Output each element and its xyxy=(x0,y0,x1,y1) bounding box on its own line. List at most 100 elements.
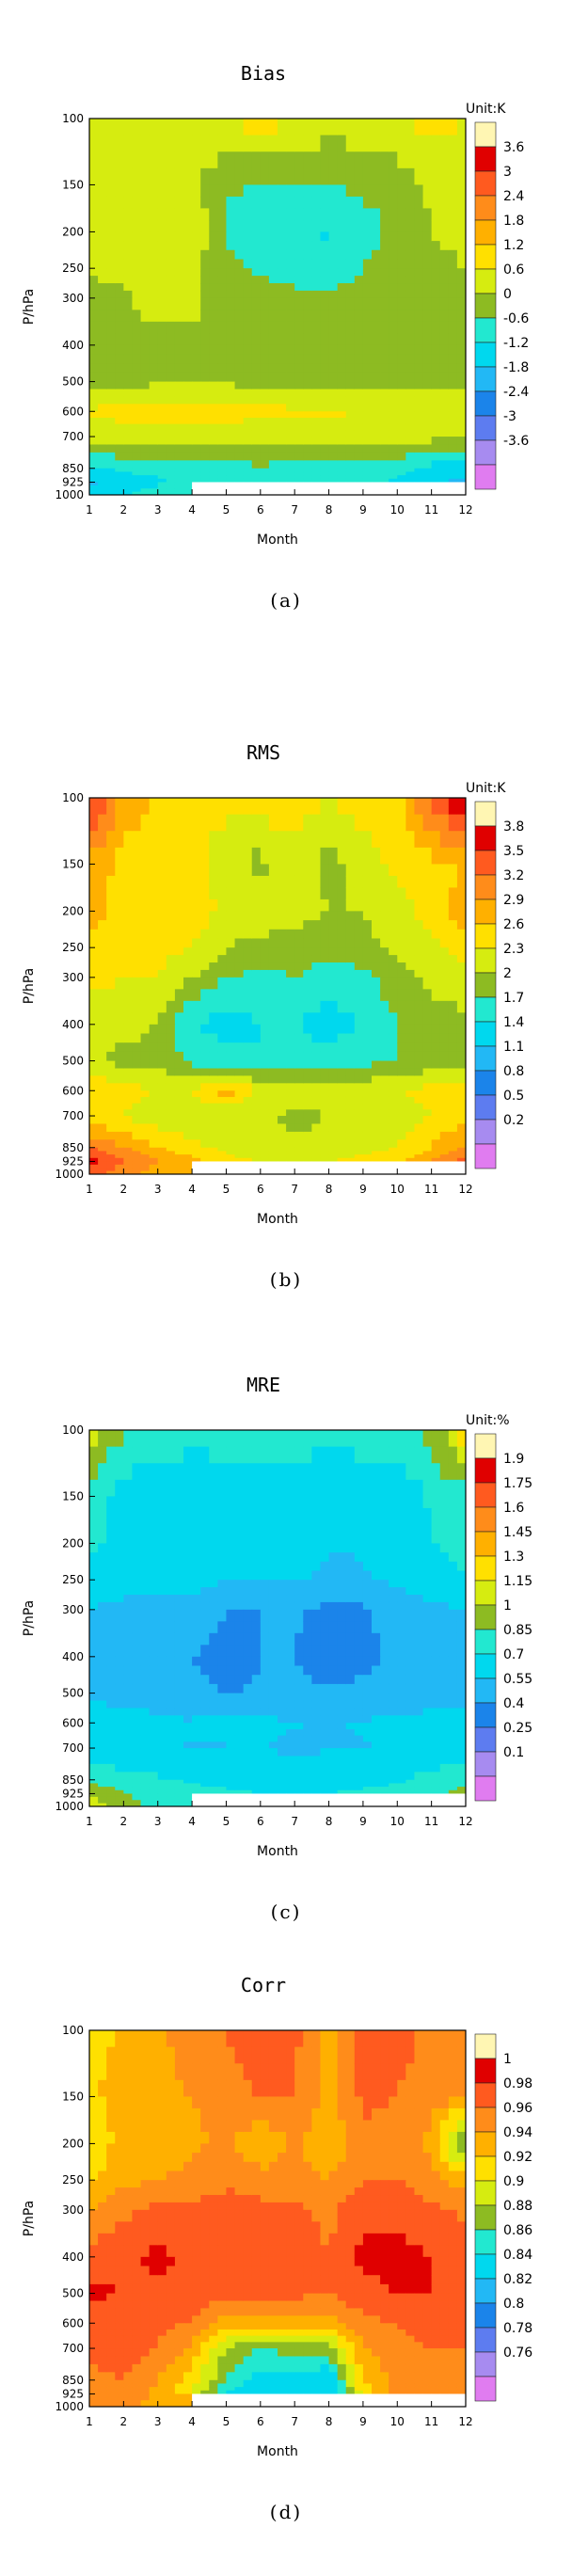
heatmap-cell xyxy=(329,1123,339,1132)
heatmap-cell xyxy=(311,1001,321,1013)
x-tick-label: 10 xyxy=(390,1183,405,1196)
heatmap-cell xyxy=(183,1480,193,1497)
heatmap-cell xyxy=(132,1496,141,1508)
heatmap-cell xyxy=(449,390,458,397)
heatmap-cell xyxy=(183,955,193,962)
heatmap-cell xyxy=(294,250,304,260)
heatmap-cell xyxy=(405,899,415,912)
heatmap-cell xyxy=(141,1684,151,1693)
heatmap-cell xyxy=(414,322,423,334)
heatmap-cell xyxy=(346,168,356,185)
heatmap-cell xyxy=(294,1025,304,1034)
heatmap-cell xyxy=(286,291,295,298)
heatmap-cell xyxy=(244,1042,253,1052)
heatmap-cell xyxy=(389,135,398,152)
heatmap-cell xyxy=(235,930,245,939)
heatmap-cell xyxy=(167,1025,176,1034)
heatmap-cell xyxy=(389,887,398,899)
heatmap-cell xyxy=(440,1158,450,1162)
heatmap-cell xyxy=(286,151,295,168)
heatmap-cell xyxy=(311,1012,321,1025)
heatmap-cell xyxy=(141,168,151,185)
heatmap-cell xyxy=(269,220,278,232)
heatmap-cell xyxy=(423,1519,433,1532)
heatmap-cell xyxy=(363,1168,373,1171)
heatmap-cell xyxy=(235,1158,245,1162)
heatmap-cell xyxy=(423,1587,433,1595)
heatmap-cell xyxy=(123,1587,133,1595)
heatmap-cell xyxy=(123,184,133,197)
heatmap-cell xyxy=(183,479,193,483)
heatmap-cell xyxy=(338,1508,347,1520)
heatmap-cell xyxy=(423,460,433,469)
heatmap-cell xyxy=(303,978,312,990)
heatmap-cell xyxy=(286,135,295,152)
heatmap-cell xyxy=(200,1610,210,1622)
heatmap-cell xyxy=(405,208,415,220)
heatmap-cell xyxy=(423,962,433,970)
heatmap-cell xyxy=(414,355,423,364)
heatmap-cell xyxy=(294,1480,304,1497)
heatmap-cell xyxy=(209,876,218,888)
heatmap-cell xyxy=(397,1602,406,1610)
heatmap-cell xyxy=(235,1061,245,1069)
heatmap-cell xyxy=(132,1602,141,1610)
heatmap-cell xyxy=(217,250,227,260)
heatmap-cell xyxy=(123,899,133,912)
heatmap-cell xyxy=(286,485,295,489)
heatmap-cell xyxy=(98,962,107,970)
heatmap-cell xyxy=(320,373,329,382)
heatmap-cell xyxy=(209,1034,218,1043)
heatmap-cell xyxy=(414,453,423,461)
heatmap-cell xyxy=(192,488,201,492)
heatmap-cell xyxy=(98,947,107,955)
heatmap-cell xyxy=(363,1161,373,1165)
legend-swatch xyxy=(475,1095,496,1120)
heatmap-cell xyxy=(235,815,245,832)
heatmap-cell xyxy=(457,1562,467,1571)
heatmap-cell xyxy=(389,1069,398,1076)
heatmap-cell xyxy=(449,469,458,472)
heatmap-cell xyxy=(320,1025,329,1034)
heatmap-cell xyxy=(397,283,406,291)
heatmap-cell xyxy=(363,151,373,168)
heatmap-cell xyxy=(89,1595,99,1602)
heatmap-cell xyxy=(414,482,423,485)
heatmap-cell xyxy=(217,947,227,955)
heatmap-cell xyxy=(269,1123,278,1132)
heatmap-cell xyxy=(440,259,450,268)
heatmap-cell xyxy=(150,460,159,469)
heatmap-cell xyxy=(158,1061,167,1069)
heatmap-cell xyxy=(397,151,406,168)
heatmap-cell xyxy=(303,1645,312,1657)
heatmap-cell xyxy=(192,1684,201,1693)
heatmap-cell xyxy=(115,1621,124,1633)
heatmap-cell xyxy=(235,1532,245,1544)
heatmap-cell xyxy=(286,373,295,382)
heatmap-cell xyxy=(294,291,304,298)
heatmap-cell xyxy=(346,1151,356,1154)
heatmap-cell xyxy=(98,363,107,373)
heatmap-cell xyxy=(175,899,184,912)
heatmap-cell xyxy=(363,437,373,445)
heatmap-cell xyxy=(200,276,210,283)
heatmap-cell xyxy=(440,424,450,431)
heatmap-cell xyxy=(294,1595,304,1602)
heatmap-cell xyxy=(320,1430,329,1447)
heatmap-cell xyxy=(167,1116,176,1124)
heatmap-cell xyxy=(338,1116,347,1124)
heatmap-cell xyxy=(252,411,262,418)
heatmap-cell xyxy=(329,864,339,876)
heatmap-cell xyxy=(432,469,441,472)
heatmap-cell xyxy=(244,1657,253,1666)
heatmap-cell xyxy=(209,1097,218,1104)
heatmap-cell xyxy=(106,1001,116,1013)
heatmap-cell xyxy=(175,848,184,865)
heatmap-cell xyxy=(123,1001,133,1013)
heatmap-cell xyxy=(286,887,295,899)
heatmap-cell xyxy=(200,978,210,990)
heatmap-cell xyxy=(106,876,116,888)
heatmap-cell xyxy=(405,396,415,404)
heatmap-cell xyxy=(449,1123,458,1132)
heatmap-cell xyxy=(175,382,184,390)
